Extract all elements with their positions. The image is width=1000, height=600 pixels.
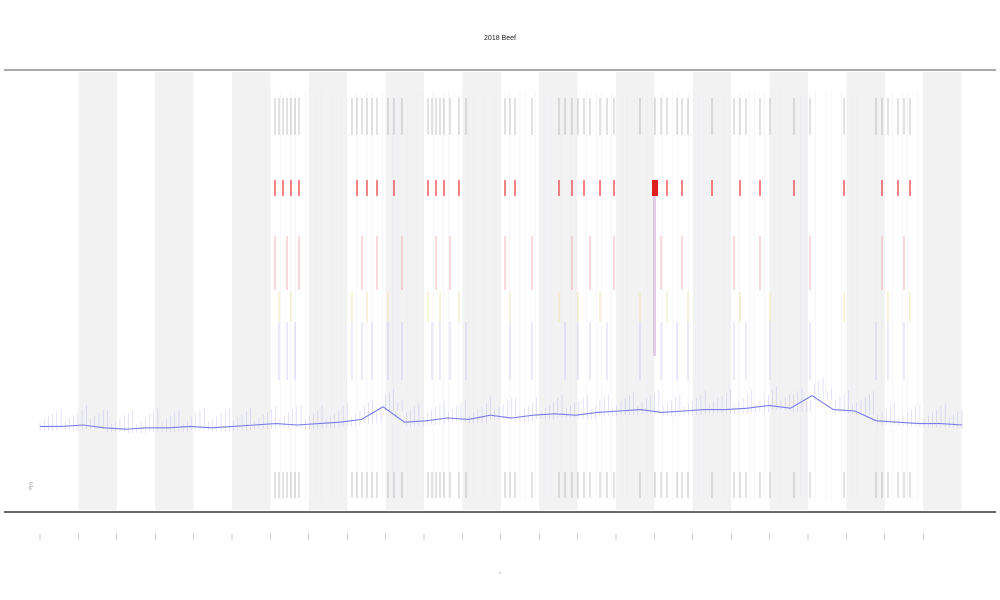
shaded-band: [539, 72, 578, 510]
grid-lines: [269, 92, 918, 500]
shaded-band: [846, 72, 885, 510]
event-marks: [274, 98, 911, 498]
shaded-band: [155, 72, 194, 510]
shaded-band: [462, 72, 501, 510]
shaded-band: [616, 72, 655, 510]
event-mark-peak-band: [653, 196, 656, 356]
x-axis-label: t: [499, 570, 501, 575]
shaded-band: [232, 72, 271, 510]
shaded-band: [78, 72, 117, 510]
shaded-band: [769, 72, 808, 510]
x-axis-ticks: [39, 533, 924, 540]
note-label: P[?]: [28, 482, 33, 489]
series-layer: [39, 377, 963, 434]
shaded-band: [385, 72, 424, 510]
shaded-band: [692, 72, 732, 510]
shaded-band: [923, 72, 962, 510]
event-mark-peak: [652, 180, 658, 196]
shaded-band: [308, 72, 348, 510]
chart-title: 2018 Beef: [484, 35, 516, 42]
series-line: [40, 394, 963, 430]
